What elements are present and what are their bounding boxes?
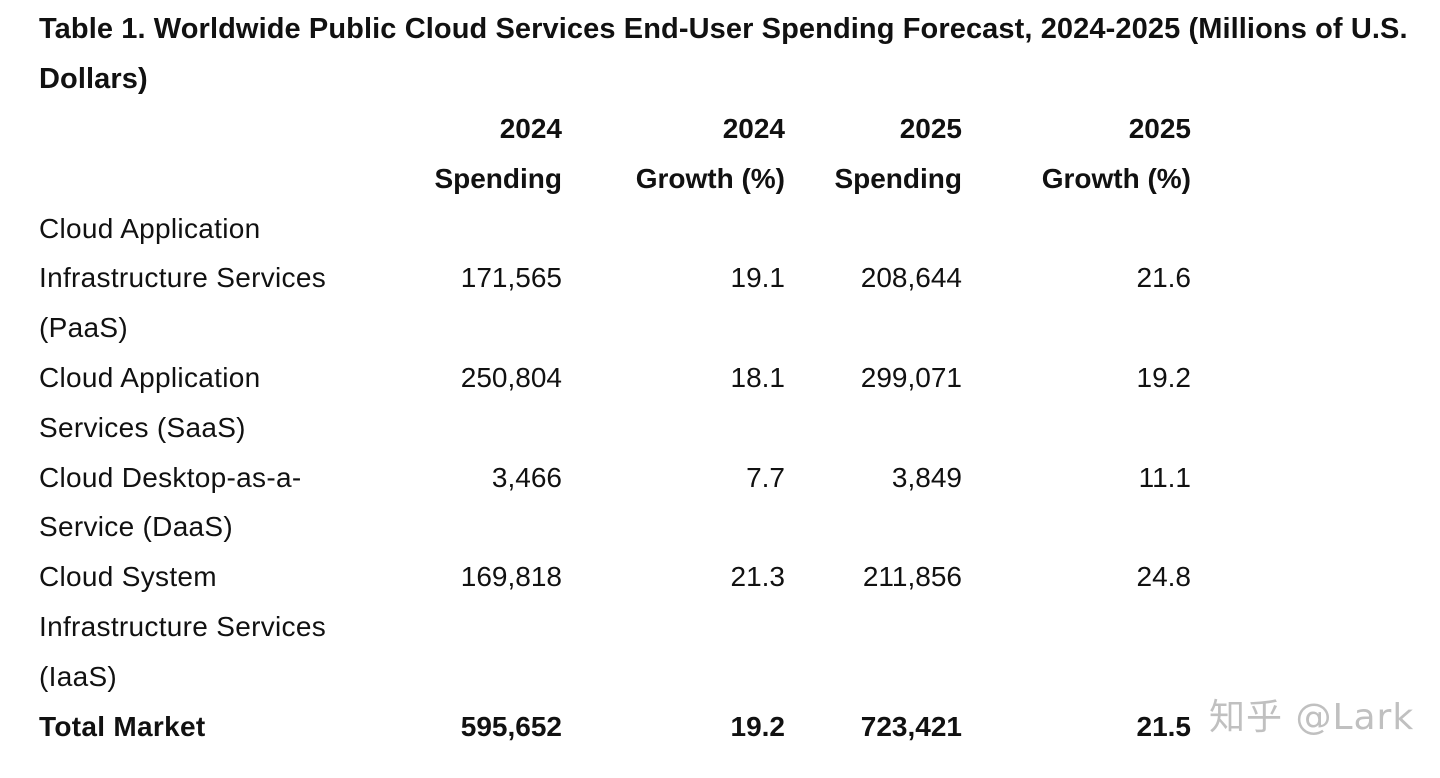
spending-forecast-table: 2024 Spending 2024 Growth (%) 2025 Spend…	[39, 104, 1191, 751]
header-2024-spending-line2: Spending	[434, 162, 562, 194]
cell-2025-spending: 299,071	[860, 361, 962, 393]
cell-2025-growth: 21.6	[1136, 262, 1192, 294]
cell-2024-growth: 18.1	[730, 361, 786, 393]
cell-2024-spending: 171,565	[460, 262, 562, 294]
header-2025-spending-line2: Spending	[834, 162, 962, 194]
cell-2024-growth: 7.7	[746, 461, 785, 493]
table-row-daas: Cloud Desktop-as-a-Service (DaaS) 3,466 …	[39, 453, 1191, 553]
cell-2025-spending: 3,849	[891, 461, 962, 493]
total-label: Total Market	[39, 710, 206, 742]
table-row-total: Total Market 595,652 19.2 723,421 21.5	[39, 702, 1191, 752]
total-2025-spending: 723,421	[860, 710, 962, 742]
cell-2024-spending: 3,466	[491, 461, 562, 493]
cell-2024-growth: 19.1	[730, 262, 786, 294]
cell-2025-growth: 11.1	[1138, 461, 1191, 493]
total-2025-growth: 21.5	[1136, 710, 1192, 742]
cell-2025-growth: 24.8	[1136, 561, 1192, 593]
header-2024-growth: 2024 Growth (%)	[562, 104, 785, 204]
total-2024-spending: 595,652	[460, 710, 562, 742]
cell-2025-growth: 19.2	[1136, 361, 1192, 393]
table-title: Table 1. Worldwide Public Cloud Services…	[39, 13, 1408, 95]
header-2024-spending: 2024 Spending	[369, 104, 562, 204]
header-2025-growth: 2025 Growth (%)	[962, 104, 1191, 204]
table-row-iaas: Cloud System Infrastructure Services (Ia…	[39, 552, 1191, 701]
header-2024-growth-line1: 2024	[722, 113, 785, 144]
table-row-saas: Cloud Application Services (SaaS) 250,80…	[39, 353, 1191, 453]
table-row-paas: Cloud Application Infrastructure Service…	[39, 204, 1191, 353]
cell-2024-spending: 250,804	[460, 361, 562, 393]
zhihu-watermark: 知乎 @Lark	[1209, 697, 1415, 738]
document-page: Table 1. Worldwide Public Cloud Services…	[39, 0, 1419, 778]
total-2024-growth: 19.2	[730, 710, 786, 742]
row-label: Cloud Application Services (SaaS)	[39, 361, 261, 443]
header-2025-spending: 2025 Spending	[785, 104, 962, 204]
header-2024-spending-line1: 2024	[499, 113, 562, 144]
cell-2024-growth: 21.3	[730, 561, 786, 593]
row-label: Cloud System Infrastructure Services (Ia…	[39, 561, 326, 692]
header-2024-growth-line2: Growth (%)	[635, 162, 785, 194]
header-2025-growth-line1: 2025	[1128, 113, 1191, 144]
cell-2025-spending: 211,856	[862, 561, 962, 593]
header-blank-cell	[39, 104, 369, 204]
table-header-row: 2024 Spending 2024 Growth (%) 2025 Spend…	[39, 104, 1191, 204]
header-2025-spending-line1: 2025	[899, 113, 962, 144]
cell-2024-spending: 169,818	[460, 561, 562, 593]
row-label: Cloud Desktop-as-a-Service (DaaS)	[39, 461, 302, 543]
cell-2025-spending: 208,644	[860, 262, 962, 294]
header-2025-growth-line2: Growth (%)	[1041, 162, 1191, 194]
row-label: Cloud Application Infrastructure Service…	[39, 212, 326, 344]
